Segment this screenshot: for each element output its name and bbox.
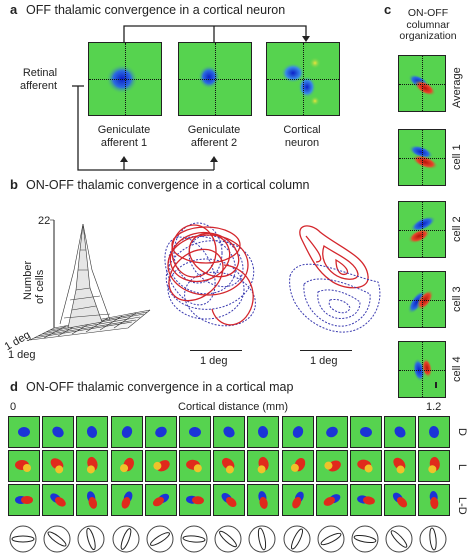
orientation-polar-plot-11	[351, 525, 379, 553]
panel-a-letter: a	[10, 2, 18, 17]
column-rf-cell-3	[398, 271, 446, 328]
row-label-cell-4: cell 4	[451, 356, 463, 382]
map-rf-l-5	[144, 450, 177, 482]
rf-contour-overlap	[164, 222, 256, 327]
cell-label-geniculate-2: Geniculate afferent 2	[187, 124, 241, 149]
map-rf-l-d-7	[213, 484, 246, 516]
map-rf-l-d-12	[384, 484, 417, 516]
panel-b-title: ON-OFF thalamic convergence in a cortica…	[26, 178, 310, 192]
map-rf-d-10	[315, 416, 348, 448]
map-rf-d-1	[8, 416, 40, 448]
cell-label-geniculate-1: Geniculate afferent 1	[97, 124, 151, 149]
surface-axis-deg-2: 1 deg	[8, 349, 36, 361]
map-rf-l-12	[384, 450, 417, 482]
z-axis-max: 22	[38, 215, 51, 227]
orientation-polar-plot-1	[9, 525, 37, 553]
scale-bar-2	[300, 350, 352, 351]
histogram-3d-surface	[29, 219, 151, 341]
map-rf-l-9	[281, 450, 314, 482]
panel-d-letter: d	[10, 379, 18, 394]
map-rf-l-d-6	[179, 484, 211, 516]
row-label-cell-2: cell 2	[451, 216, 463, 242]
map-rf-l-d-11	[350, 484, 382, 516]
map-rf-l-10	[315, 450, 348, 482]
retinal-afferent-label: Retinal afferent	[20, 67, 58, 92]
orientation-polar-plot-8	[248, 525, 276, 553]
panel-b-letter: b	[10, 177, 18, 192]
map-rf-l-d-2	[42, 484, 75, 516]
panel-c-letter: c	[384, 2, 392, 17]
cortical-map-grid	[8, 416, 451, 556]
column-rf-cell-2	[398, 201, 446, 258]
distance-axis-end: 1.2	[426, 401, 442, 413]
map-rf-l-6	[179, 450, 211, 482]
orientation-polar-plot-12	[385, 525, 413, 553]
orientation-polar-plot-9	[283, 525, 311, 553]
orientation-polar-plot-5	[146, 525, 174, 553]
scale-bar-1	[190, 350, 242, 351]
column-rf-cell-4	[398, 341, 446, 398]
scale-bar-1-label: 1 deg	[200, 355, 228, 367]
map-rf-l-7	[213, 450, 246, 482]
panel-c-title: ON-OFF columnar organization	[399, 7, 457, 42]
orientation-polar-plot-13	[419, 525, 447, 553]
orientation-polar-plot-6	[180, 525, 208, 553]
map-rf-d-3	[76, 416, 109, 448]
panel-a-connectors	[72, 25, 310, 171]
orientation-polar-plot-3	[77, 525, 105, 553]
map-rf-l-d-13	[418, 484, 451, 516]
orientation-polar-plot-10	[317, 525, 345, 553]
map-rf-d-11	[350, 416, 382, 448]
map-rf-d-12	[384, 416, 417, 448]
map-row-label-l: L	[456, 464, 468, 471]
geniculate-afferent-2-rf	[178, 42, 252, 116]
geniculate-afferent-1-rf	[88, 42, 162, 116]
map-rf-l-d-8	[247, 484, 280, 516]
distance-axis-start: 0	[10, 401, 17, 413]
scale-bar-2-label: 1 deg	[310, 355, 338, 367]
map-rf-l-d-5	[144, 484, 177, 516]
map-rf-l-d-4	[110, 484, 143, 516]
map-rf-l-8	[247, 450, 280, 482]
orientation-polar-plot-4	[112, 525, 140, 553]
map-rf-d-6	[179, 416, 211, 448]
map-rf-l-d-9	[281, 484, 314, 516]
map-rf-l-3	[76, 450, 109, 482]
map-rf-l-13	[418, 450, 451, 482]
cortical-neuron-rf	[266, 42, 340, 116]
row-label-cell-3: cell 3	[451, 286, 463, 312]
map-row-label-d: D	[456, 428, 468, 436]
map-row-label-l-d: L-D	[456, 497, 468, 515]
map-rf-d-2	[42, 416, 75, 448]
map-rf-d-7	[213, 416, 246, 448]
panel-d-title: ON-OFF thalamic convergence in a cortica…	[26, 380, 294, 394]
distance-axis-label: Cortical distance (mm)	[178, 401, 289, 413]
map-rf-d-4	[110, 416, 143, 448]
map-rf-l-11	[350, 450, 382, 482]
map-rf-d-13	[418, 416, 451, 448]
orientation-polar-plot-7	[214, 525, 242, 553]
map-rf-l-d-3	[76, 484, 109, 516]
map-rf-d-9	[281, 416, 314, 448]
map-rf-l-d-10	[315, 484, 348, 516]
map-rf-l-d-1	[8, 484, 40, 516]
column-rf-average	[398, 55, 446, 112]
row-label-cell-1: cell 1	[451, 144, 463, 170]
rf-contour-map	[289, 225, 381, 333]
orientation-polar-plot-2	[43, 525, 71, 553]
map-rf-d-5	[144, 416, 177, 448]
panel-a-title: OFF thalamic convergence in a cortical n…	[26, 3, 286, 17]
map-rf-l-4	[110, 450, 143, 482]
row-label-average: Average	[451, 67, 463, 108]
column-scale-bar	[435, 382, 437, 388]
map-rf-l-2	[42, 450, 75, 482]
column-rf-cell-1	[398, 129, 446, 186]
map-rf-d-8	[247, 416, 280, 448]
map-rf-l-1	[8, 450, 40, 482]
cell-label-cortical-neuron: Cortical neuron	[283, 124, 321, 149]
